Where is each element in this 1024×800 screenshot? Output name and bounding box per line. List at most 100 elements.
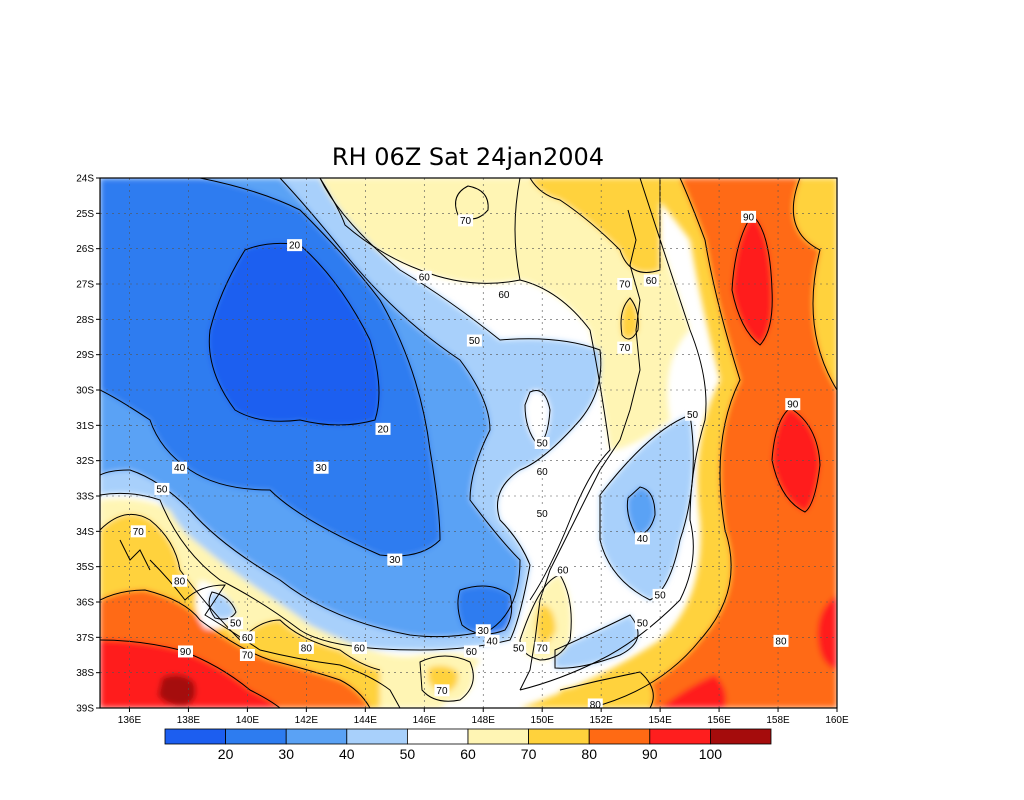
x-tick-label: 160E xyxy=(825,715,849,726)
x-tick-label: 152E xyxy=(589,715,613,726)
y-tick-label: 30S xyxy=(76,386,94,397)
contour-label-bg xyxy=(228,617,244,630)
y-tick-label: 37S xyxy=(76,633,94,644)
plot-frame xyxy=(99,177,838,709)
rh-region-90-east xyxy=(590,178,837,708)
contour-line xyxy=(100,178,521,638)
coastline-gulf xyxy=(119,539,151,571)
contour-label-bg xyxy=(177,645,193,658)
x-tick-label: 142E xyxy=(295,715,319,726)
contour-label: 40 xyxy=(637,534,649,545)
contour-label: 60 xyxy=(354,643,366,654)
contour-label: 20 xyxy=(289,241,301,252)
contour-label-bg xyxy=(375,422,391,435)
y-tick-label: 36S xyxy=(76,598,94,609)
contour-label: 70 xyxy=(242,651,254,662)
contour-label-bg xyxy=(458,214,474,227)
y-tick-label: 32S xyxy=(76,456,94,467)
contour-line xyxy=(554,614,639,669)
contour-line xyxy=(792,178,837,391)
contour-label-bg xyxy=(239,649,255,661)
colorbar-bin xyxy=(649,728,711,745)
contour-label: 70 xyxy=(619,280,631,291)
contour-label: 50 xyxy=(637,619,649,630)
contour-label-bg xyxy=(239,631,255,644)
contour-label-bg xyxy=(534,641,550,654)
rh-region-60-north-centre xyxy=(320,178,525,284)
contour-label-bg xyxy=(287,239,303,252)
contour-label-bg xyxy=(634,617,650,630)
coastline xyxy=(119,209,641,708)
colorbar-label: 20 xyxy=(218,746,234,762)
contour-label-bg xyxy=(652,588,668,601)
contour-label-bg xyxy=(475,624,491,637)
y-tick-label: 29S xyxy=(76,350,94,361)
y-tick-label: 34S xyxy=(76,527,94,538)
contour-label: 60 xyxy=(419,272,431,283)
x-tick-label: 144E xyxy=(354,715,378,726)
contour-line xyxy=(519,178,707,691)
x-tick-label: 136E xyxy=(118,715,142,726)
colorbar-label: 80 xyxy=(581,746,597,762)
contour-label: 60 xyxy=(242,633,254,644)
contour-label-bg xyxy=(534,465,550,478)
contour-label-bg xyxy=(172,461,188,474)
y-tick-label: 31S xyxy=(76,421,94,432)
contour-label-bg xyxy=(496,288,512,301)
rh-region-80-blob-a xyxy=(621,298,639,339)
rh-region-20-main xyxy=(209,243,379,425)
rh-region-100-east-c xyxy=(817,595,837,670)
contour-label-bg xyxy=(617,341,633,354)
contour-line xyxy=(524,390,551,446)
contour-label-bg xyxy=(463,645,479,658)
rh-field xyxy=(100,178,837,708)
colorbar-bin xyxy=(406,728,469,745)
contour-line xyxy=(100,178,602,651)
contour-label: 50 xyxy=(230,619,242,630)
contour-label-bg xyxy=(534,437,550,449)
colorbar-label: 50 xyxy=(400,746,416,762)
colorbar-bin xyxy=(467,728,529,745)
contour-label: 80 xyxy=(590,700,602,711)
rh-region-100-southwest xyxy=(100,640,280,708)
y-tick-label: 38S xyxy=(76,668,94,679)
contour-label-bg xyxy=(298,641,314,654)
contour-label-bg xyxy=(773,634,789,647)
contour-line xyxy=(455,185,489,220)
x-tick-label: 148E xyxy=(472,715,496,726)
x-tick-label: 150E xyxy=(531,715,555,726)
contour-label: 50 xyxy=(655,590,667,601)
contour-line xyxy=(208,242,380,426)
contour-label: 70 xyxy=(537,643,549,654)
contour-label-bg xyxy=(534,507,550,520)
contour-label-bg xyxy=(617,278,633,290)
colorbar-bin xyxy=(710,728,772,745)
coastline-east xyxy=(519,209,641,691)
contour-label: 90 xyxy=(787,400,799,411)
contour-line xyxy=(100,589,371,708)
colorbar-bin xyxy=(346,728,408,745)
rh-region-80-south-centre xyxy=(536,604,556,645)
rh-region-30-south-blob xyxy=(457,586,512,634)
contour-label: 60 xyxy=(646,276,658,287)
chart-title: RH 06Z Sat 24jan2004 xyxy=(332,143,604,171)
contour-label-bg xyxy=(685,408,701,421)
contour-label-bg xyxy=(416,270,432,283)
contour-label-bg xyxy=(434,684,450,697)
colorbar: 20 30 40 50 60 70 80 90 100 xyxy=(164,728,772,762)
rh-region-100-east-a xyxy=(732,215,773,345)
contour-line xyxy=(599,414,694,601)
rh-region-40-east-centre xyxy=(627,487,655,535)
contour-label: 90 xyxy=(180,647,192,658)
y-tick-label: 35S xyxy=(76,562,94,573)
colorbar-bin xyxy=(225,728,287,745)
contour-line xyxy=(559,671,654,708)
contour-line xyxy=(457,585,513,635)
contour-label: 50 xyxy=(513,643,525,654)
y-tick-label: 26S xyxy=(76,244,94,255)
contour-label-bg xyxy=(741,210,757,223)
colorbar-label: 60 xyxy=(460,746,476,762)
rh-region-60-centre-a xyxy=(525,390,550,445)
contour-line xyxy=(589,178,741,708)
